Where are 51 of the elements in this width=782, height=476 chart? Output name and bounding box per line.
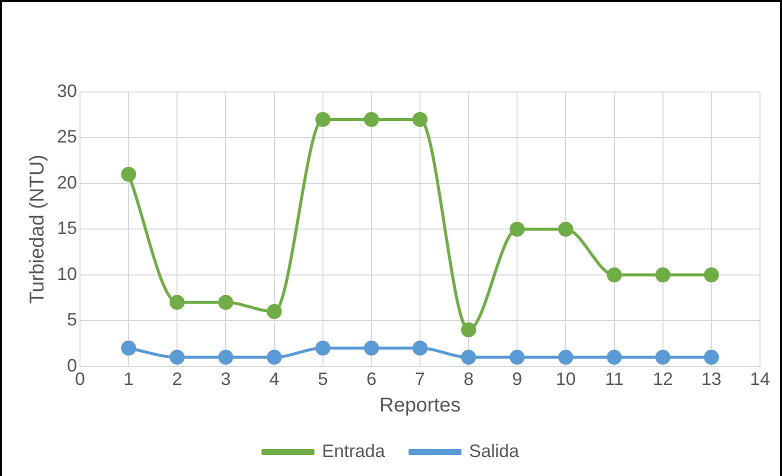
point xyxy=(704,267,719,282)
point xyxy=(412,112,428,127)
point xyxy=(315,112,330,127)
x-axis-title: Reportes xyxy=(379,394,461,417)
point xyxy=(266,350,282,365)
x-tick-label: 10 xyxy=(556,369,576,390)
x-tick-label: 3 xyxy=(220,369,231,390)
y-tick-label: 25 xyxy=(56,126,78,147)
x-tick-label: 4 xyxy=(269,369,280,390)
y-axis-title: Turbiedad (NTU) xyxy=(26,154,49,304)
point xyxy=(364,112,379,127)
point xyxy=(558,350,574,365)
x-tick-label: 5 xyxy=(318,369,328,390)
y-tick-label: 10 xyxy=(56,264,78,284)
point xyxy=(218,350,234,365)
point xyxy=(218,294,234,310)
x-tick-label: 11 xyxy=(604,369,624,390)
y-tick-label: 15 xyxy=(56,218,78,238)
x-tick-label: 8 xyxy=(464,369,474,390)
point xyxy=(170,294,185,310)
legend-label: Entrada xyxy=(322,440,386,461)
point xyxy=(412,340,428,356)
y-tick-label: 0 xyxy=(67,355,78,376)
point xyxy=(558,222,574,237)
point xyxy=(655,350,670,365)
y-tick-label: 30 xyxy=(56,80,78,101)
x-tick-label: 14 xyxy=(750,369,770,390)
legend-label: Salida xyxy=(469,440,520,461)
point xyxy=(315,340,330,356)
y-tick-label: 5 xyxy=(67,310,78,330)
x-tick-label: 13 xyxy=(701,369,722,390)
x-tick-label: 7 xyxy=(415,369,426,390)
x-tick-label: 1 xyxy=(124,369,134,390)
x-tick-label: 9 xyxy=(512,369,522,390)
point xyxy=(121,166,136,182)
point xyxy=(606,350,622,365)
point xyxy=(461,322,476,338)
point xyxy=(364,340,379,356)
x-tick-label: 12 xyxy=(652,369,673,390)
point xyxy=(510,222,525,237)
point xyxy=(266,304,282,320)
point xyxy=(170,350,185,365)
x-tick-label: 6 xyxy=(366,369,376,390)
point xyxy=(461,350,476,365)
y-tick-label: 20 xyxy=(56,172,78,192)
x-tick-label: 2 xyxy=(172,369,182,390)
point xyxy=(510,350,525,365)
point xyxy=(704,350,719,365)
point xyxy=(121,340,136,356)
point xyxy=(655,267,670,282)
point xyxy=(606,267,622,282)
